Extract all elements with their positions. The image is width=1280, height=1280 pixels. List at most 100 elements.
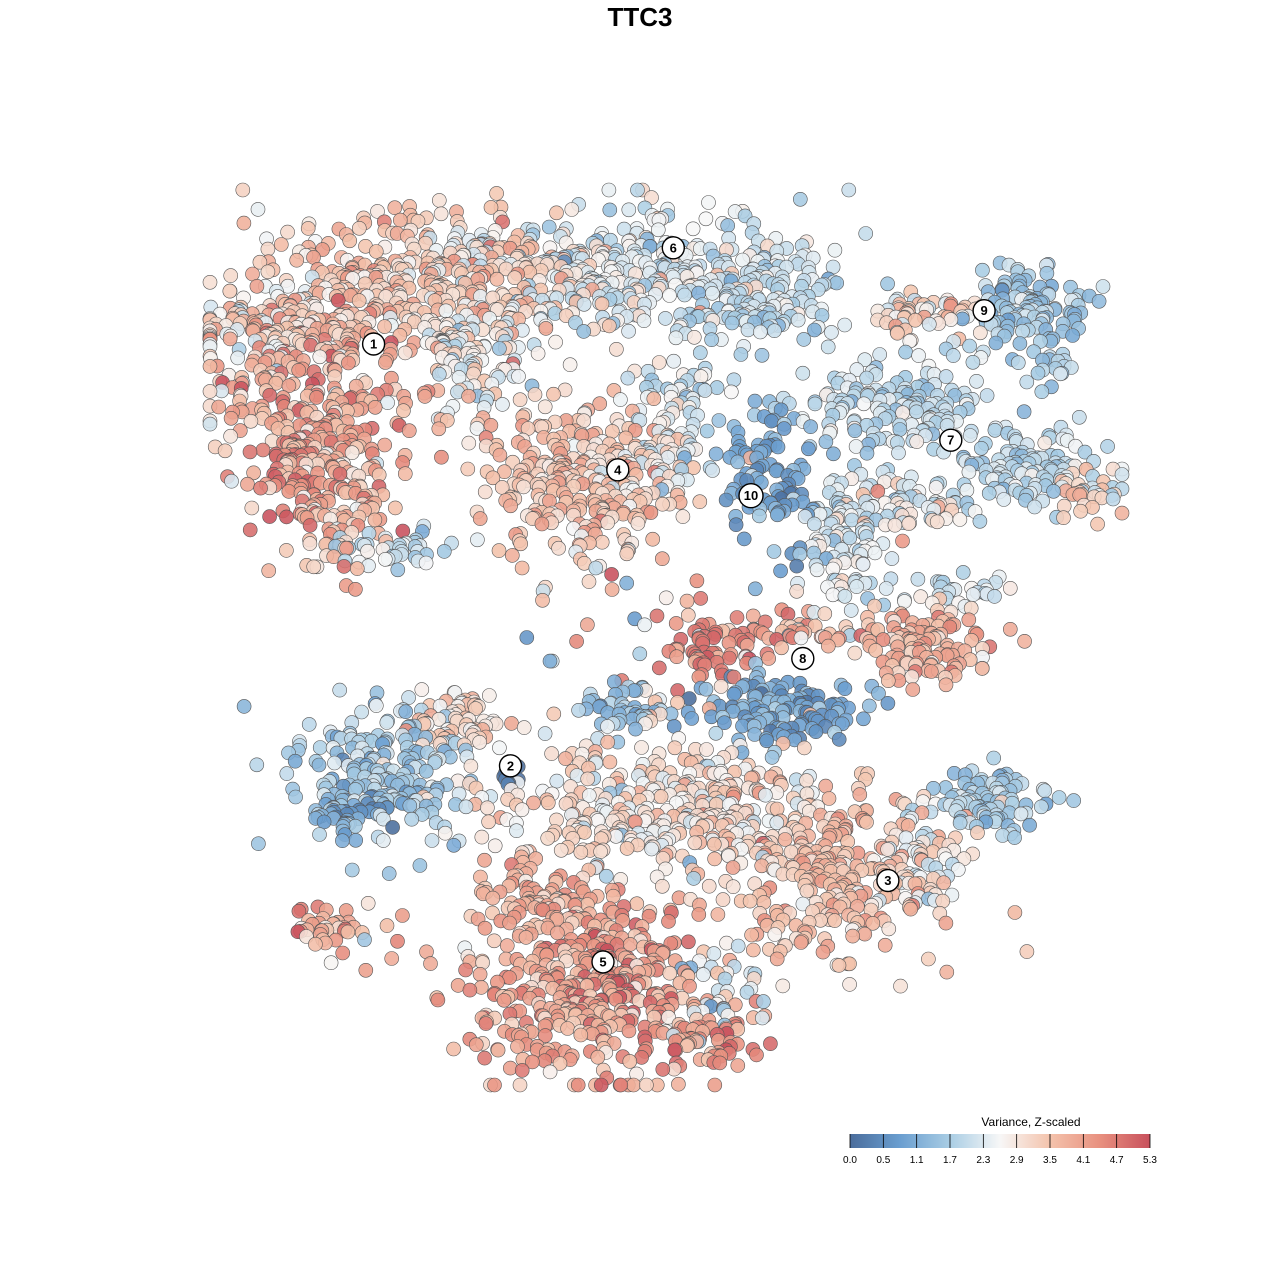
cell-point [704, 332, 719, 348]
cell-point [438, 303, 454, 319]
cell-point [973, 440, 989, 456]
cell-point [1037, 435, 1053, 451]
cell-point [503, 498, 518, 514]
cell-point [514, 802, 530, 818]
cell-point [1034, 799, 1049, 815]
cell-point [279, 543, 294, 558]
cell-point [342, 233, 358, 249]
cell-point [437, 825, 453, 841]
cell-point [424, 833, 440, 848]
cell-point [581, 574, 597, 589]
cell-point [397, 345, 413, 361]
cell-point [669, 649, 685, 665]
cell-point [754, 1010, 770, 1026]
cell-point [387, 500, 403, 516]
cell-point [619, 575, 635, 591]
cell-point [775, 978, 791, 994]
cell-point [880, 673, 896, 689]
cell-point [636, 313, 652, 329]
cell-point [1100, 439, 1115, 454]
cell-point [481, 814, 496, 830]
cell-point [477, 484, 493, 500]
cell-point [776, 421, 792, 436]
cell-point [518, 930, 534, 945]
cluster-label-9: 9 [980, 303, 987, 318]
cell-point [223, 428, 238, 444]
cell-point [650, 222, 666, 238]
cell-point [987, 422, 1003, 438]
cell-point [414, 682, 430, 697]
cell-point [357, 932, 372, 948]
cell-point [827, 242, 843, 258]
cell-point [1046, 483, 1061, 499]
legend-colorbar [850, 1134, 1150, 1148]
cell-point [646, 391, 662, 407]
cell-point [996, 492, 1012, 507]
cell-point [910, 571, 926, 587]
cell-point [516, 720, 532, 735]
cell-point [654, 551, 670, 567]
cell-point [576, 324, 592, 339]
cell-point [1013, 806, 1029, 822]
cell-point [818, 434, 834, 450]
cell-point [279, 509, 294, 525]
cell-point [613, 1077, 629, 1093]
cell-point [311, 757, 327, 773]
cell-point [281, 484, 297, 499]
cell-point [491, 543, 507, 558]
cell-point [339, 540, 354, 556]
cell-point [458, 799, 474, 815]
cell-point [341, 355, 356, 371]
cell-point [909, 404, 924, 420]
cell-point [489, 186, 504, 201]
cell-point [975, 262, 990, 278]
cell-point [480, 800, 495, 816]
cell-point [658, 590, 674, 606]
cell-point [698, 681, 714, 697]
cell-point [644, 190, 659, 205]
cell-point [758, 787, 773, 803]
cell-point [698, 211, 714, 227]
cell-point [379, 715, 395, 730]
cell-point [630, 516, 646, 531]
cell-point [401, 423, 417, 439]
cell-point [749, 1047, 764, 1063]
cell-point [1037, 783, 1052, 799]
cell-point [1039, 265, 1055, 281]
cluster-label-7: 7 [947, 433, 954, 448]
legend-tick-label: 1.1 [910, 1155, 924, 1166]
cell-point [390, 933, 405, 949]
cluster-label-3: 3 [884, 873, 891, 888]
cell-point [943, 312, 959, 327]
cell-point [774, 640, 789, 656]
cell-point [1072, 409, 1087, 425]
cell-point [766, 544, 782, 559]
cell-point [857, 926, 873, 942]
cell-point [859, 445, 875, 461]
cell-point [360, 895, 376, 911]
cell-point [514, 560, 530, 576]
cell-point [680, 607, 696, 623]
cell-point [492, 341, 507, 356]
cell-point [1007, 905, 1023, 920]
cell-point [847, 645, 863, 661]
cell-point [767, 323, 782, 339]
cell-point [667, 740, 683, 756]
cell-point [952, 512, 968, 527]
cell-point [202, 274, 218, 290]
cell-point [385, 820, 400, 835]
cell-point [312, 740, 328, 755]
cell-point [537, 726, 553, 741]
cell-point [605, 888, 621, 904]
cell-point [895, 533, 910, 549]
cell-point [855, 556, 871, 572]
cell-point [689, 573, 705, 589]
cell-point [534, 516, 550, 532]
cell-point [1027, 499, 1042, 515]
cell-point [692, 345, 708, 361]
cell-point [630, 182, 645, 198]
cell-point [468, 1037, 484, 1052]
cell-point [1007, 830, 1022, 845]
cell-point [938, 677, 954, 693]
